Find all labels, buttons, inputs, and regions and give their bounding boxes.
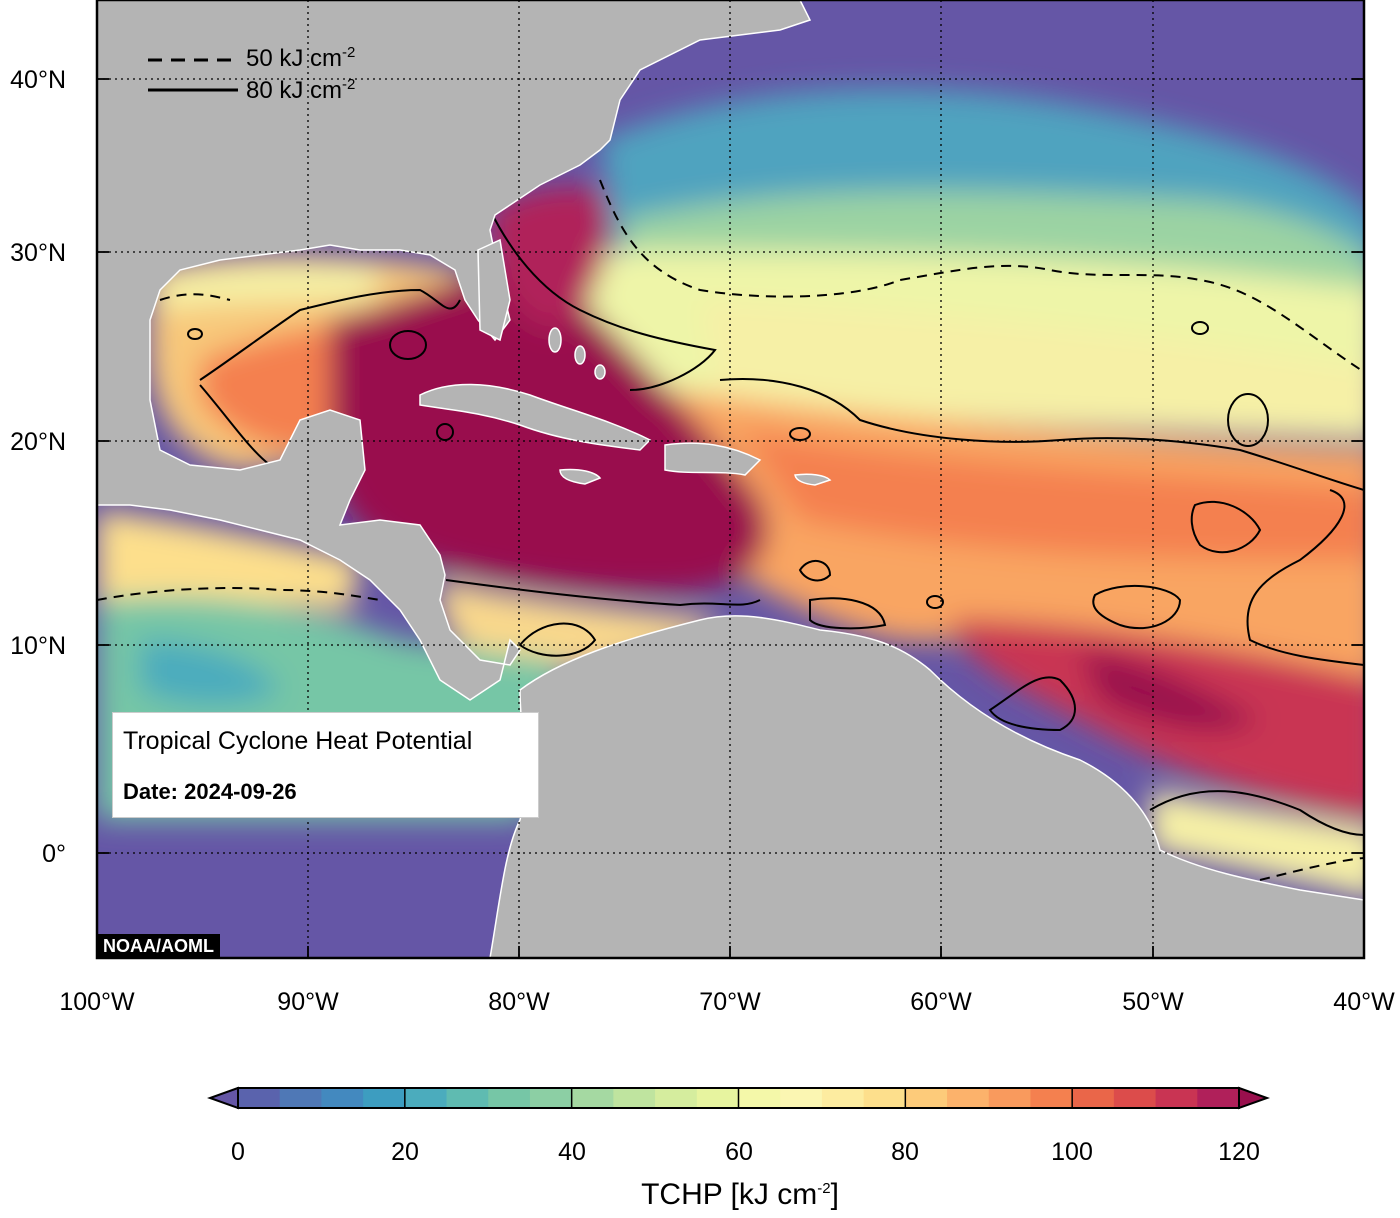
lat-label-40n: 40°N (10, 66, 66, 94)
tchp-field (97, 88, 1364, 897)
credit-label: NOAA/AOML (97, 934, 220, 958)
lon-label-50w: 50°W (1122, 988, 1184, 1016)
colorbar-segment (613, 1088, 656, 1108)
colorbar-segment (655, 1088, 698, 1108)
colorbar-segment (404, 1088, 448, 1108)
lon-label-40w: 40°W (1333, 988, 1395, 1016)
lon-label-90w: 90°W (277, 988, 339, 1016)
colorbar-segment (988, 1088, 1031, 1108)
colorbar-segment (279, 1088, 322, 1108)
colorbar-segment (1113, 1088, 1157, 1108)
colorbar-tick-40: 40 (558, 1138, 586, 1166)
colorbar-segment (696, 1088, 739, 1108)
colorbar-segment (905, 1088, 948, 1108)
colorbar-segment (363, 1088, 406, 1108)
colorbar-segment (488, 1088, 531, 1108)
colorbar-segment (238, 1088, 281, 1108)
colorbar-max-arrow (1238, 1086, 1270, 1110)
colorbar-tick-120: 120 (1218, 1138, 1260, 1166)
colorbar-segment (738, 1088, 781, 1108)
lon-label-70w: 70°W (699, 988, 761, 1016)
lon-label-100w: 100°W (59, 988, 135, 1016)
colorbar-tick-0: 0 (231, 1138, 245, 1166)
colorbar (207, 1086, 1270, 1110)
land-masses (97, 0, 1364, 958)
info-date: Date: 2024-09-26 (123, 779, 297, 804)
colorbar-title: TCHP [kJ cm-2] (641, 1178, 839, 1211)
colorbar-segment (321, 1088, 364, 1108)
colorbar-segment (446, 1088, 489, 1108)
colorbar-segment (529, 1088, 573, 1108)
contour-lines (97, 179, 1364, 881)
lat-label-20n: 20°N (10, 428, 66, 456)
info-box: Tropical Cyclone Heat Potential Date: 20… (112, 712, 539, 818)
axis-ticks (97, 78, 1364, 958)
lat-label-10n: 10°N (10, 632, 66, 660)
colorbar-segment (1072, 1088, 1115, 1108)
colorbar-segment (571, 1088, 614, 1108)
lat-label-30n: 30°N (10, 239, 66, 267)
colorbar-tick-80: 80 (891, 1138, 919, 1166)
colorbar-tick-20: 20 (391, 1138, 419, 1166)
colorbar-tick-60: 60 (725, 1138, 753, 1166)
lon-label-60w: 60°W (910, 988, 972, 1016)
colorbar-segment (1030, 1088, 1073, 1108)
colorbar-segment (863, 1088, 906, 1108)
colorbar-segment (947, 1088, 990, 1108)
map-area (97, 0, 1364, 958)
legend-dashed-label: 50 kJ cm-2 (246, 44, 356, 72)
colorbar-segment (821, 1088, 865, 1108)
colorbar-tick-100: 100 (1051, 1138, 1093, 1166)
colorbar-segment (1155, 1088, 1198, 1108)
colorbar-min-arrow (207, 1086, 239, 1110)
colorbar-segment (1197, 1088, 1240, 1108)
info-title: Tropical Cyclone Heat Potential (123, 727, 473, 755)
colorbar-segment (780, 1088, 823, 1108)
lat-label-0: 0° (42, 840, 66, 868)
legend-solid-label: 80 kJ cm-2 (246, 76, 356, 104)
lon-label-80w: 80°W (488, 988, 550, 1016)
